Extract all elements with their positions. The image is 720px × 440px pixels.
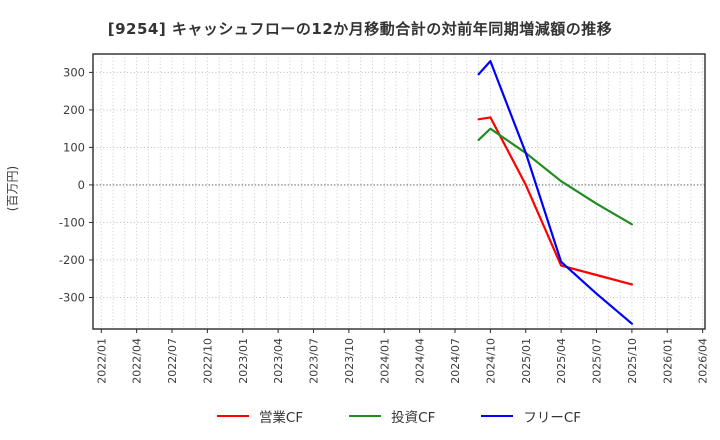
- chart-title: [9254] キャッシュフローの12か月移動合計の対前年同期増減額の推移: [107, 20, 613, 38]
- x-tick-label: 2026/01: [661, 338, 674, 384]
- y-tick-label: 100: [63, 140, 85, 154]
- y-tick-label: 200: [63, 103, 85, 117]
- legend-label-operating-cf: 営業CF: [258, 410, 304, 426]
- y-tick-label: -100: [59, 215, 85, 229]
- y-tick-label: 0: [78, 178, 85, 192]
- x-tick-label: 2026/04: [697, 338, 710, 384]
- x-tick-label: 2022/01: [95, 338, 108, 384]
- legend-item-investing-cf: 投資CF: [349, 406, 435, 426]
- legend-item-operating-cf: 営業CF: [216, 406, 304, 426]
- x-tick-label: 2025/10: [626, 338, 639, 384]
- legend-item-free-cf: フリーCF: [481, 406, 581, 426]
- legend-label-investing-cf: 投資CF: [391, 410, 436, 426]
- x-tick-label: 2025/04: [555, 338, 568, 384]
- legend-swatch-operating-cf: [216, 415, 249, 417]
- plot-frame: [92, 53, 706, 330]
- legend-label-free-cf: フリーCF: [523, 410, 582, 426]
- x-tick-label: 2023/04: [272, 338, 285, 384]
- y-tick-label: 300: [63, 65, 85, 79]
- x-tick-label: 2022/10: [201, 338, 214, 384]
- x-tick-label: 2025/07: [591, 338, 604, 384]
- x-tick-label: 2023/10: [343, 338, 356, 384]
- chart-legend: 営業CF 投資CF フリーCF: [93, 401, 705, 431]
- x-tick-label: 2024/04: [414, 338, 427, 384]
- line-operating-cf: [477, 116, 634, 286]
- x-tick-label: 2024/10: [484, 338, 497, 384]
- y-tick-label: -200: [59, 253, 85, 267]
- x-tick-label: 2023/07: [308, 338, 321, 384]
- x-tick-label: 2024/01: [378, 338, 391, 384]
- y-tick-label: -300: [59, 290, 85, 304]
- x-tick-label: 2022/04: [131, 338, 144, 384]
- x-tick-label: 2025/01: [520, 338, 533, 384]
- x-tick-label: 2024/07: [449, 338, 462, 384]
- line-investing-cf: [477, 127, 634, 226]
- line-free-cf: [477, 59, 634, 325]
- legend-swatch-investing-cf: [349, 415, 382, 417]
- x-tick-label: 2022/07: [166, 338, 179, 384]
- x-tick-label: 2023/01: [237, 338, 250, 384]
- legend-swatch-free-cf: [481, 415, 514, 417]
